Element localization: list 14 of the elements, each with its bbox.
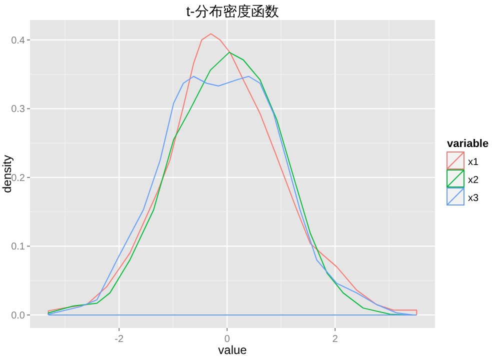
x-tick-label: -2 xyxy=(114,334,124,345)
legend-label: x1 xyxy=(468,157,479,168)
x-axis-title: value xyxy=(218,343,248,357)
y-tick-label: 0.0 xyxy=(11,310,26,322)
legend-label: x3 xyxy=(468,193,479,204)
y-tick-label: 0.3 xyxy=(11,104,26,116)
chart-title: t-分布密度函数 xyxy=(186,3,279,19)
legend-label: x2 xyxy=(468,175,479,186)
x-tick-label: 0 xyxy=(224,334,230,345)
y-tick-label: 0.1 xyxy=(11,242,26,253)
x-tick-label: 2 xyxy=(332,334,338,345)
y-tick-label: 0.4 xyxy=(11,35,26,46)
y-tick-label: 0.2 xyxy=(11,172,26,184)
legend-title: variable xyxy=(447,138,489,150)
